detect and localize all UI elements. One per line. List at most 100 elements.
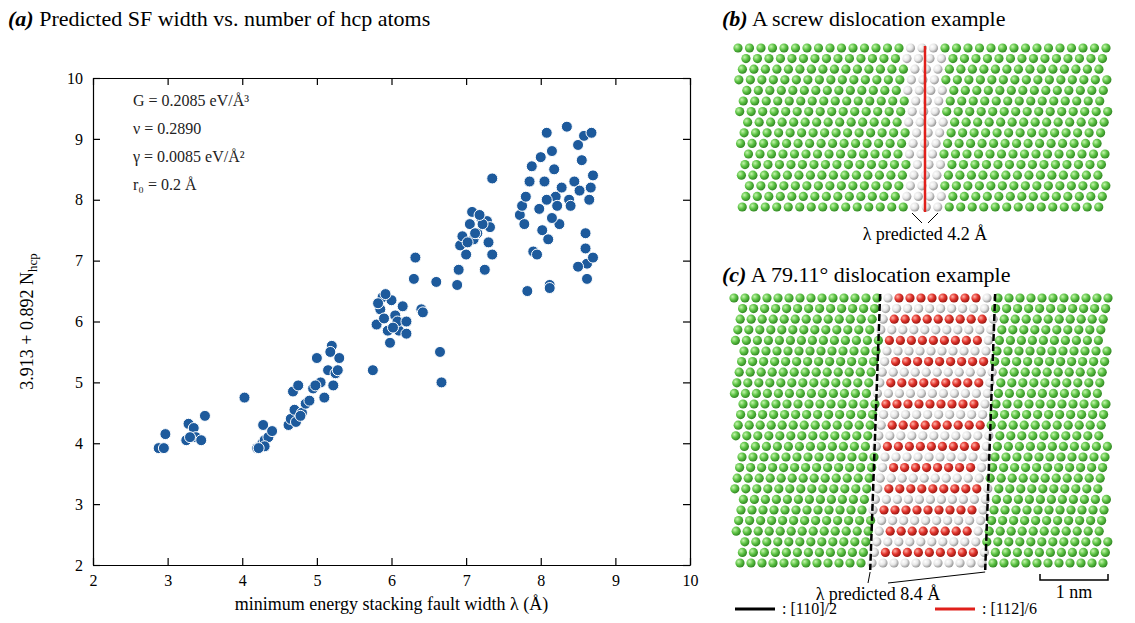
atom xyxy=(897,139,906,148)
atom xyxy=(906,181,915,190)
atom xyxy=(751,128,760,137)
atom xyxy=(757,368,766,377)
atom xyxy=(1006,431,1015,440)
atom xyxy=(1100,452,1109,461)
atom xyxy=(898,474,907,483)
atom xyxy=(1015,96,1024,105)
atom xyxy=(1002,304,1011,313)
atom xyxy=(738,399,747,408)
atom xyxy=(1007,378,1016,387)
atom xyxy=(999,463,1008,472)
atom xyxy=(887,474,896,483)
atom xyxy=(746,463,755,472)
atom xyxy=(1069,139,1078,148)
atom xyxy=(775,160,784,169)
atom xyxy=(944,171,953,180)
atom xyxy=(916,118,925,127)
atom xyxy=(840,171,849,180)
atom xyxy=(1052,474,1061,483)
atom xyxy=(1102,75,1111,84)
atom xyxy=(749,399,758,408)
atom xyxy=(1071,65,1080,74)
atom xyxy=(789,516,798,525)
atom xyxy=(1072,336,1081,345)
atom xyxy=(770,139,779,148)
atom xyxy=(795,537,804,546)
tick-mark xyxy=(683,139,690,140)
atom xyxy=(916,442,925,451)
atom xyxy=(949,442,958,451)
atom xyxy=(926,86,935,95)
atom xyxy=(891,192,900,201)
atom xyxy=(892,399,901,408)
atom xyxy=(829,484,838,493)
atom xyxy=(815,399,824,408)
atom xyxy=(827,495,836,504)
atom xyxy=(1004,128,1013,137)
atom xyxy=(786,431,795,440)
atom xyxy=(816,107,825,116)
atom xyxy=(908,107,917,116)
atom xyxy=(1037,202,1046,211)
tick-mark xyxy=(317,78,318,85)
atom xyxy=(942,474,951,483)
atom xyxy=(1044,410,1053,419)
atom xyxy=(1097,421,1106,430)
atom xyxy=(1069,107,1078,116)
atom xyxy=(1062,527,1071,536)
atom xyxy=(846,410,855,419)
atom xyxy=(999,558,1008,567)
atom xyxy=(832,474,841,483)
atom xyxy=(949,537,958,546)
atom xyxy=(1100,149,1109,158)
atom xyxy=(855,421,864,430)
atom xyxy=(1012,139,1021,148)
atom xyxy=(920,474,929,483)
point xyxy=(483,237,494,248)
atom xyxy=(1027,484,1036,493)
atom xyxy=(947,160,956,169)
atom xyxy=(819,431,828,440)
atom xyxy=(950,484,959,493)
atom xyxy=(1011,107,1020,116)
atom xyxy=(755,474,764,483)
atom xyxy=(853,202,862,211)
atom xyxy=(1101,304,1110,313)
atom xyxy=(825,43,834,52)
atom xyxy=(1101,43,1110,52)
atom xyxy=(904,495,913,504)
atom xyxy=(944,368,953,377)
atom xyxy=(1079,304,1088,313)
atom xyxy=(879,54,888,63)
atom xyxy=(1095,527,1104,536)
atom xyxy=(980,304,989,313)
atom xyxy=(1033,410,1042,419)
atom xyxy=(1044,43,1053,52)
atom xyxy=(983,54,992,63)
atom xyxy=(879,410,888,419)
tick xyxy=(683,565,690,566)
atom xyxy=(893,346,902,355)
atom xyxy=(1058,139,1067,148)
atom xyxy=(952,378,961,387)
atom xyxy=(994,54,1003,63)
atom xyxy=(906,389,915,398)
atom xyxy=(1000,315,1009,324)
atom xyxy=(800,421,809,430)
atom xyxy=(1093,389,1102,398)
atom xyxy=(1085,474,1094,483)
axis: 2345678910 xyxy=(90,558,699,589)
atom xyxy=(943,139,952,148)
tick-mark xyxy=(683,382,690,383)
atom xyxy=(818,484,827,493)
atom xyxy=(959,346,968,355)
atom xyxy=(986,181,995,190)
atom xyxy=(941,75,950,84)
atom xyxy=(819,96,828,105)
atom xyxy=(1014,346,1023,355)
atom xyxy=(911,96,920,105)
atom xyxy=(960,442,969,451)
atom xyxy=(1042,118,1051,127)
atom xyxy=(750,346,759,355)
atom xyxy=(774,484,783,493)
